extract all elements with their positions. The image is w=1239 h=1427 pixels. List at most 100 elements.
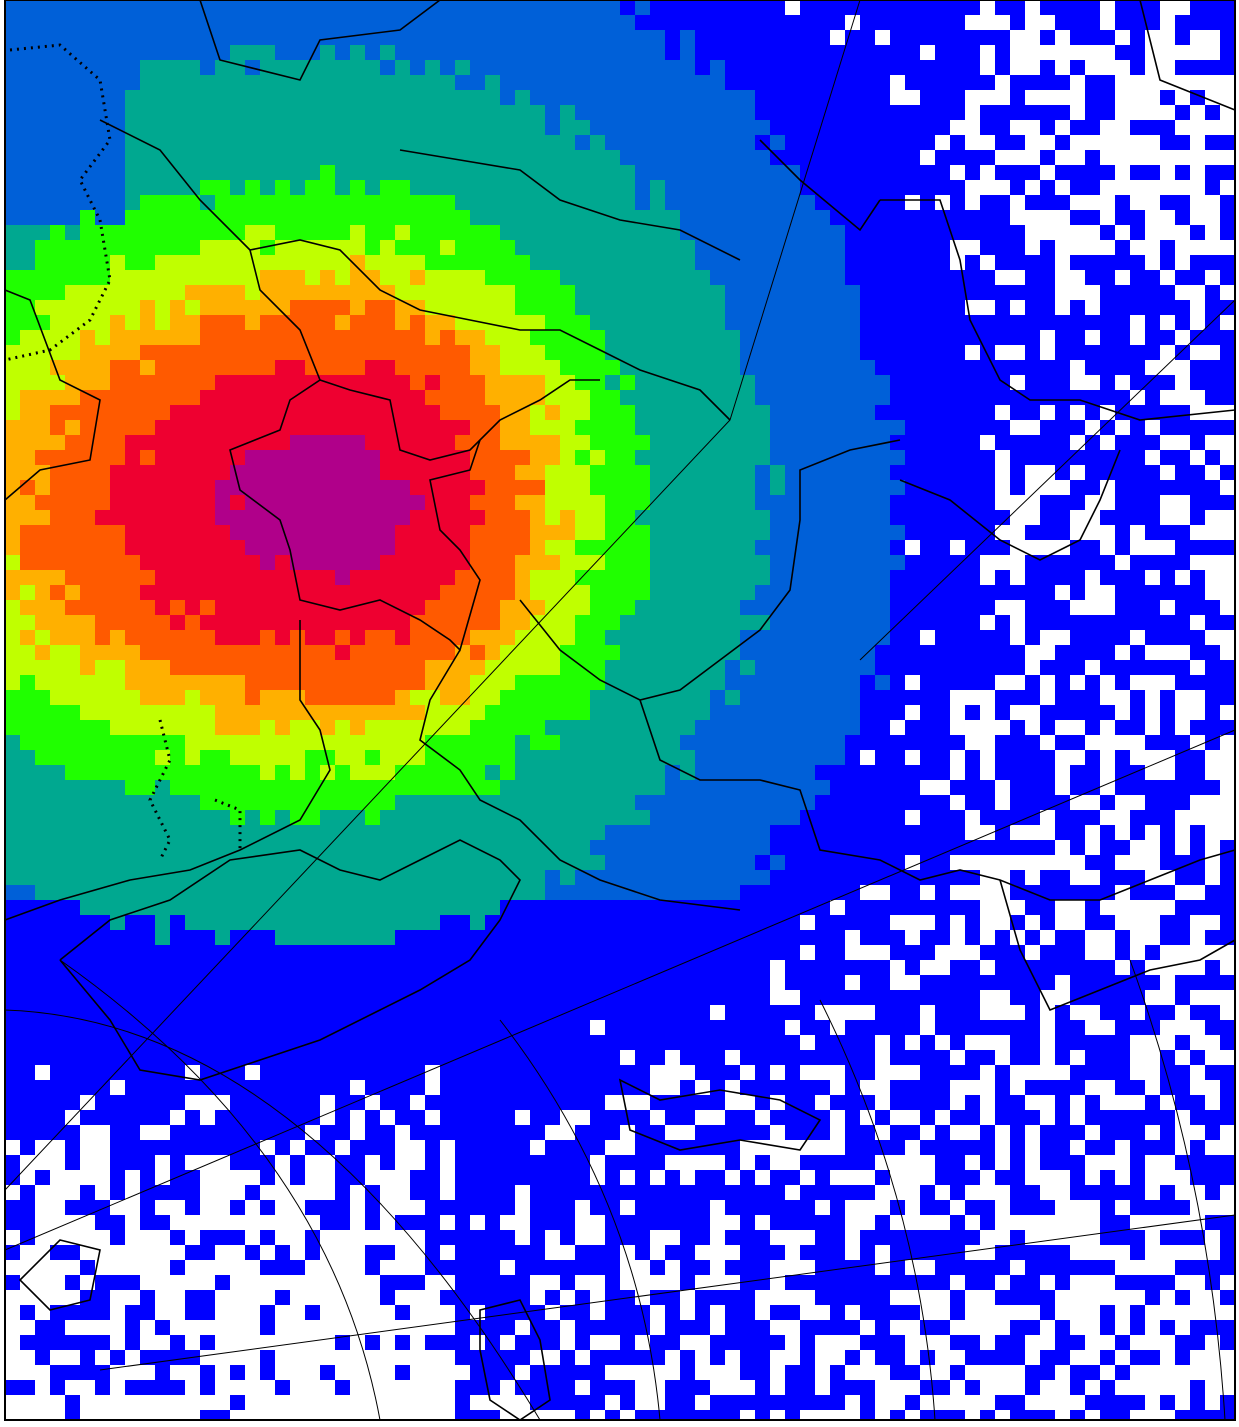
cell [875,30,890,45]
cell [575,1275,590,1290]
cell [260,285,275,300]
cell [1055,45,1070,60]
cell [530,1275,545,1290]
cell [1160,210,1175,225]
cell [1205,1200,1220,1215]
cell [365,750,380,765]
cell [50,810,65,825]
cell [1160,1035,1175,1050]
cell [1190,135,1205,150]
cell [365,765,380,780]
cell [1220,1125,1235,1140]
cell [65,1215,80,1230]
cell [590,675,605,690]
cell [1115,75,1130,90]
cell [785,660,800,675]
cell [1205,345,1220,360]
cell [440,795,455,810]
cell [560,480,575,495]
cell [470,540,485,555]
cell [1175,885,1190,900]
cell [50,720,65,735]
cell [740,105,755,120]
cell [710,405,725,420]
cell [1145,105,1160,120]
cell [155,285,170,300]
cell [530,195,545,210]
cell [710,270,725,285]
cell [95,720,110,735]
cell [470,105,485,120]
cell [365,585,380,600]
cell [185,1095,200,1110]
cell [740,795,755,810]
cell [5,255,20,270]
cell [170,45,185,60]
cell [725,195,740,210]
cell [755,180,770,195]
cell [410,1320,425,1335]
cell [1100,720,1115,735]
cell [770,690,785,705]
cell [875,1125,890,1140]
cell [1010,525,1025,540]
cell [875,1200,890,1215]
cell [50,1170,65,1185]
cell [215,165,230,180]
cell [725,765,740,780]
cell [755,120,770,135]
cell [350,645,365,660]
cell [845,525,860,540]
cell [140,15,155,30]
cell [200,60,215,75]
cell [140,825,155,840]
cell [5,1140,20,1155]
cell [575,855,590,870]
cell [125,525,140,540]
cell [125,270,140,285]
cell [320,0,335,15]
cell [1175,1005,1190,1020]
cell [785,180,800,195]
cell [680,360,695,375]
cell [1220,510,1235,525]
cell [380,885,395,900]
cell [215,1170,230,1185]
cell [170,615,185,630]
cell [350,105,365,120]
cell [95,285,110,300]
cell [995,1305,1010,1320]
cell [650,510,665,525]
cell [5,1305,20,1320]
cell [785,270,800,285]
cell [725,510,740,525]
border [519,439,901,701]
cell [350,840,365,855]
cell [620,1140,635,1155]
cell [230,1320,245,1335]
cell [95,525,110,540]
cell [605,750,620,765]
cell [740,375,755,390]
cell [770,495,785,510]
cell [1100,765,1115,780]
cell [305,1170,320,1185]
cell [35,1260,50,1275]
cell [515,300,530,315]
cell [290,420,305,435]
cell [110,345,125,360]
cell [440,1305,455,1320]
cell [245,1335,260,1350]
cell [200,270,215,285]
cell [695,510,710,525]
cell [710,585,725,600]
cell [425,225,440,240]
cell [20,1245,35,1260]
cell [845,15,860,30]
cell [440,870,455,885]
cell [350,1395,365,1410]
cell [95,1410,110,1425]
cell [605,180,620,195]
cell [845,420,860,435]
cell [1145,1305,1160,1320]
